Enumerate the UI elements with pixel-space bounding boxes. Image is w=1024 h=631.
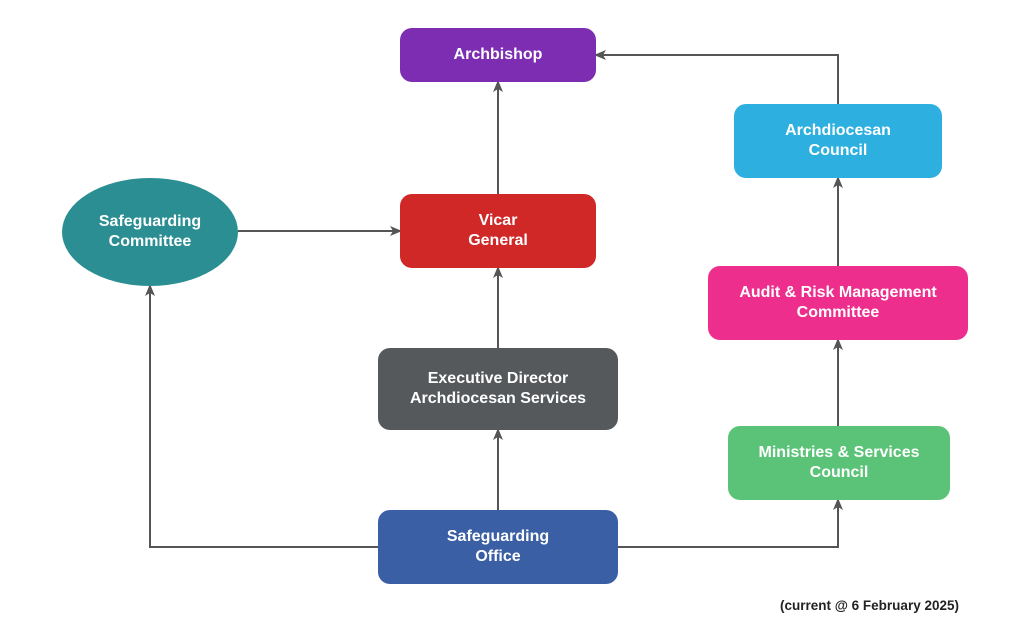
node-label: SafeguardingOffice	[447, 527, 549, 567]
node-safeguarding-office: SafeguardingOffice	[378, 510, 618, 584]
node-archbishop: Archbishop	[400, 28, 596, 82]
node-label: Archbishop	[454, 45, 543, 65]
node-vicar-general: VicarGeneral	[400, 194, 596, 268]
edge	[150, 286, 378, 547]
node-label: VicarGeneral	[468, 211, 528, 251]
node-label: ArchdiocesanCouncil	[785, 121, 891, 161]
edge	[618, 500, 838, 547]
node-label: Ministries & ServicesCouncil	[759, 443, 920, 483]
node-label: Audit & Risk ManagementCommittee	[739, 283, 936, 323]
node-ministries-services: Ministries & ServicesCouncil	[728, 426, 950, 500]
edge	[596, 55, 838, 104]
caption-current-date: (current @ 6 February 2025)	[780, 598, 959, 613]
node-label: SafeguardingCommittee	[99, 212, 201, 252]
node-audit-risk: Audit & Risk ManagementCommittee	[708, 266, 968, 340]
node-label: Executive DirectorArchdiocesan Services	[410, 369, 586, 409]
node-exec-director: Executive DirectorArchdiocesan Services	[378, 348, 618, 430]
caption-text: (current @ 6 February 2025)	[780, 598, 959, 613]
node-archdiocesan-council: ArchdiocesanCouncil	[734, 104, 942, 178]
node-safeguarding-committee: SafeguardingCommittee	[62, 178, 238, 286]
